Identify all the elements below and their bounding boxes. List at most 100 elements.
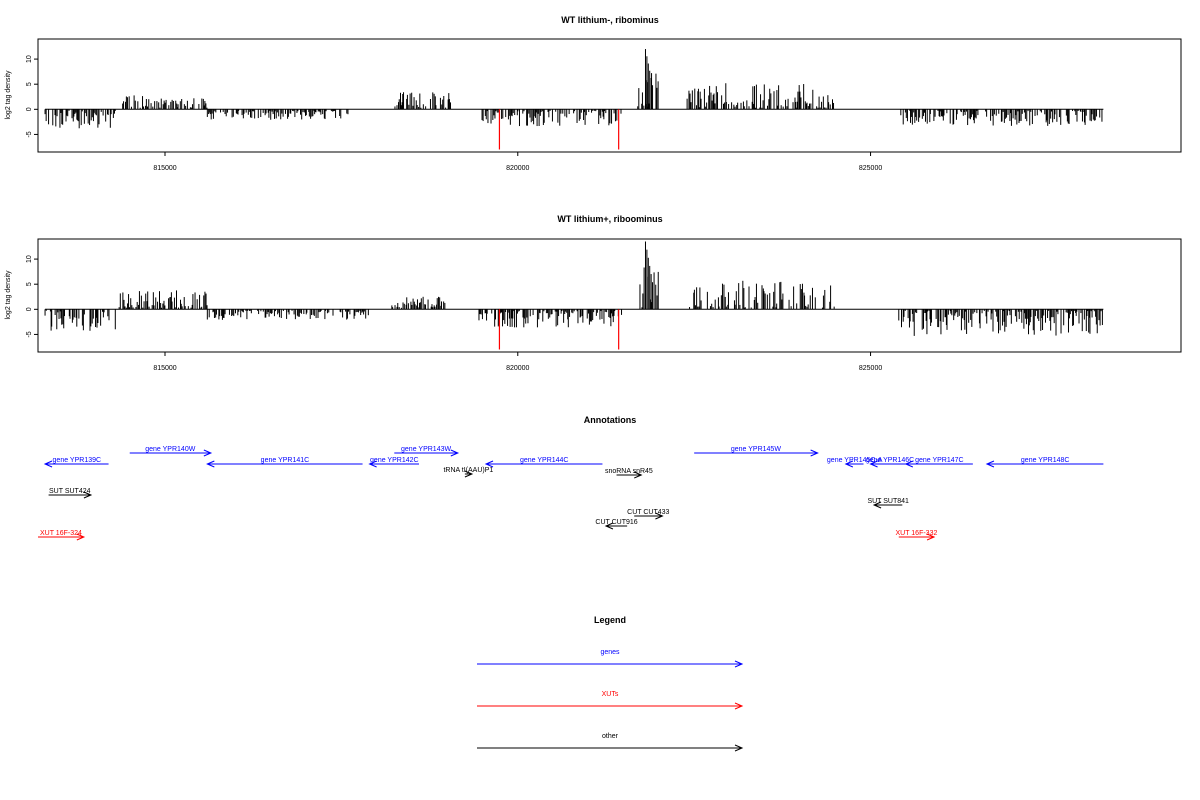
feature-label: CUT CUT433 <box>627 509 669 516</box>
annotation-feature: SUT SUT841 <box>867 498 909 509</box>
x-tick-label: 815000 <box>153 365 176 372</box>
y-tick-label: 10 <box>26 255 33 263</box>
annotations-title: Annotations <box>584 415 637 425</box>
annotation-feature: gene YPR148C <box>985 457 1104 468</box>
y-tick-label: 0 <box>26 307 33 311</box>
feature-arrowhead <box>206 460 215 468</box>
annotation-feature: gene YPR145W <box>694 446 819 457</box>
annotation-feature: tRNA tI(AAU)P1 <box>443 467 493 478</box>
feature-arrowhead <box>655 512 664 520</box>
feature-label: tRNA tI(AAU)P1 <box>443 467 493 474</box>
legend-entries: genes XUTs other <box>477 649 744 752</box>
y-tick-label: 0 <box>26 107 33 111</box>
legend-entry-xuts: XUTs <box>477 691 744 710</box>
plot-frame <box>37 238 1182 353</box>
feature-arrowhead <box>810 449 819 457</box>
x-axis: 815000 820000 825000 <box>153 352 882 372</box>
feature-label: gene YPR145C-A <box>827 457 883 464</box>
annotation-feature: gene YPR144C <box>484 457 603 468</box>
y-tick-label: -5 <box>26 131 33 137</box>
feature-arrowhead <box>43 460 53 468</box>
feature-arrowhead <box>203 449 213 457</box>
x-tick-label: 825000 <box>859 365 882 372</box>
feature-label: XUT 16F-332 <box>895 530 937 537</box>
annotation-feature: gene YPR146C <box>866 457 915 468</box>
legend-panel: Legend genes XUTs other <box>477 615 744 752</box>
y-axis: -5 0 5 10 <box>26 55 39 138</box>
annotation-feature: snoRNA snR45 <box>605 468 653 479</box>
y-axis-label: log2 tag density <box>5 70 12 120</box>
legend-entry-other: other <box>477 733 744 752</box>
x-tick-label: 820000 <box>506 365 529 372</box>
annotation-feature: gene YPR139C <box>43 457 109 468</box>
panel-title: WT lithium-, ribominus <box>561 15 659 25</box>
legend-label: genes <box>600 649 620 656</box>
y-axis: -5 0 5 10 <box>26 255 39 338</box>
x-axis: 815000 820000 825000 <box>153 152 882 172</box>
x-tick-label: 815000 <box>153 165 176 172</box>
plot-frame <box>37 38 1182 153</box>
feature-arrowhead <box>985 460 995 468</box>
feature-label: gene YPR139C <box>53 457 102 464</box>
feature-label: SUT SUT841 <box>867 498 909 505</box>
feature-label: gene YPR140W <box>145 446 195 453</box>
annotation-features: gene YPR139C gene YPR140W gene YPR141C gene… <box>38 446 1104 541</box>
feature-arrowhead <box>464 470 474 478</box>
panel-title: WT lithium+, riboominus <box>557 214 662 224</box>
legend-label: other <box>602 733 619 740</box>
feature-arrowhead <box>484 460 494 468</box>
feature-label: gene YPR142C <box>370 457 419 464</box>
legend-arrowhead <box>734 702 744 710</box>
feature-arrowhead <box>83 491 93 499</box>
legend-entry-genes: genes <box>477 649 744 668</box>
y-tick-label: -5 <box>26 331 33 337</box>
annotation-feature: SUT SUT424 <box>48 488 93 499</box>
coverage-bars <box>44 49 1104 150</box>
feature-arrowhead <box>869 460 878 468</box>
annotation-feature: gene YPR141C <box>206 457 363 468</box>
feature-label: XUT 16F-324 <box>40 530 82 537</box>
feature-label: gene YPR145W <box>731 446 781 453</box>
legend-arrowhead <box>734 660 744 668</box>
feature-arrowhead <box>76 533 86 541</box>
legend-title: Legend <box>594 615 626 625</box>
annotation-feature: gene YPR145C-A <box>827 457 883 468</box>
y-axis-label: log2 tag density <box>5 270 12 320</box>
feature-label: gene YPR146C <box>866 457 915 464</box>
x-tick-label: 825000 <box>859 165 882 172</box>
feature-arrowhead <box>604 522 614 530</box>
annotation-feature: gene YPR140W <box>129 446 213 457</box>
feature-label: gene YPR143W <box>401 446 451 453</box>
annotation-feature: XUT 16F-332 <box>895 530 937 541</box>
coverage-bars <box>44 241 1104 350</box>
annotation-feature: XUT 16F-324 <box>38 530 86 541</box>
annotation-feature: CUT CUT433 <box>627 509 670 520</box>
feature-arrowhead <box>450 449 460 457</box>
feature-label: gene YPR147C <box>915 457 964 464</box>
annotation-feature: CUT CUT916 <box>595 519 638 530</box>
y-tick-label: 5 <box>26 282 33 286</box>
feature-label: gene YPR144C <box>520 457 569 464</box>
feature-label: gene YPR148C <box>1021 457 1070 464</box>
feature-arrowhead <box>634 471 643 479</box>
feature-arrowhead <box>926 533 936 541</box>
annotation-feature: gene YPR147C <box>904 457 973 468</box>
y-tick-label: 10 <box>26 55 33 63</box>
x-tick-label: 820000 <box>506 165 529 172</box>
feature-label: snoRNA snR45 <box>605 468 653 475</box>
annotation-feature: gene YPR143W <box>394 446 460 457</box>
feature-label: SUT SUT424 <box>49 488 91 495</box>
track-panel-lithium-minus: WT lithium-, ribominus log2 tag density … <box>5 15 1182 172</box>
track-panel-lithium-plus: WT lithium+, riboominus log2 tag density… <box>5 214 1182 372</box>
feature-arrowhead <box>904 460 914 468</box>
feature-arrowhead <box>872 501 882 509</box>
legend-label: XUTs <box>602 691 619 698</box>
legend-arrowhead <box>734 744 744 752</box>
feature-arrowhead <box>368 460 377 468</box>
feature-label: gene YPR141C <box>261 457 310 464</box>
annotation-feature: gene YPR142C <box>368 457 419 468</box>
feature-arrowhead <box>844 460 854 468</box>
y-tick-label: 5 <box>26 82 33 86</box>
